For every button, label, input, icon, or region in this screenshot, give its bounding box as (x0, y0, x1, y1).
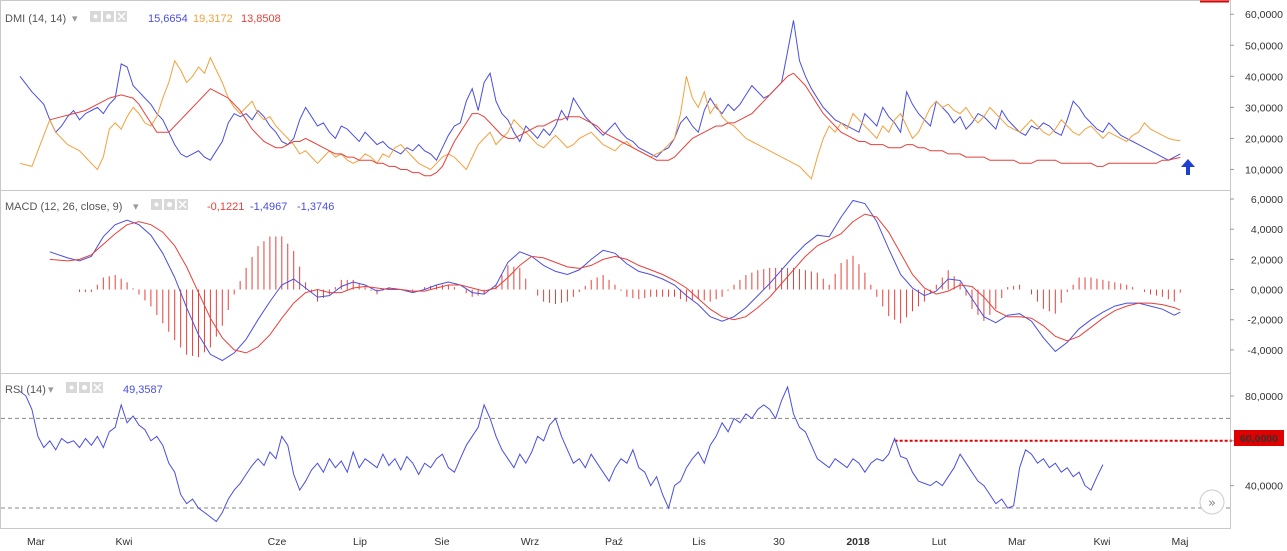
macd-legend[interactable]: MACD (12, 26, close, 9) ▾ -0,1221 -1,496… (5, 199, 334, 213)
di-plus-line (19, 20, 794, 162)
rsi-panel (0, 373, 1231, 529)
x-tick-label: 2018 (846, 536, 870, 548)
rsi-title: RSI (14) (5, 384, 46, 396)
x-tick-label: Paź (605, 536, 623, 548)
resistance-price-tag (1234, 430, 1284, 446)
y-tick-label: -4,0000 (1247, 345, 1283, 357)
macd-hist-value: -0,1221 (207, 201, 244, 213)
close-icon-cross (178, 200, 187, 209)
dmi-dropdown-icon[interactable]: ▾ (72, 13, 78, 25)
close-icon-cross (93, 383, 102, 392)
x-tick-label: Wrz (521, 536, 539, 548)
y-tick-label: 30,0000 (1245, 102, 1283, 114)
y-tick-label: 50,0000 (1245, 40, 1283, 52)
dmi-panel (0, 0, 1231, 191)
y-tick-label: 10,0000 (1245, 164, 1283, 176)
signal-line (49, 213, 1181, 354)
x-tick-label: Kwi (1094, 536, 1111, 548)
x-tick-label: Maj (1172, 536, 1189, 548)
double-chevron-right-icon: » (1208, 496, 1216, 511)
gear-icon-center (106, 14, 111, 19)
rsi-legend[interactable]: RSI (14) ▾ 49,3587 (5, 382, 163, 396)
x-tick-label: Sie (434, 536, 449, 548)
rsi-dropdown-icon[interactable]: ▾ (48, 384, 54, 396)
x-tick-label: Lip (353, 536, 367, 548)
dmi-title: DMI (14, 14) (5, 13, 66, 25)
adx-line (49, 72, 794, 177)
rsi-plot (1, 385, 1232, 523)
macd-line (49, 199, 1181, 362)
y-tick-label: 20,0000 (1245, 133, 1283, 145)
x-tick-label: Mar (27, 536, 46, 548)
gear-icon-center (167, 202, 172, 207)
dmi-legend[interactable]: DMI (14, 14) ▾ 15,6654 19,3172 13,8508 (5, 11, 281, 25)
y-tick-label: -2,0000 (1247, 315, 1283, 327)
di-minus-line (793, 100, 1181, 180)
di-plus-line (793, 20, 1181, 161)
y-tick-label: 6,0000 (1251, 194, 1283, 206)
gear-icon-center (82, 385, 87, 390)
up-arrow-icon (1181, 159, 1195, 175)
dmi-value-minus: 19,3172 (193, 13, 233, 25)
y-tick-label: 60,0000 (1245, 9, 1283, 21)
rsi-value: 49,3587 (123, 384, 163, 396)
y-tick-label: 4,0000 (1251, 224, 1283, 236)
x-tick-label: 30 (773, 536, 785, 548)
eye-icon-pupil (93, 14, 98, 19)
dmi-plot (19, 20, 1181, 180)
eye-icon-pupil (69, 385, 74, 390)
close-icon-cross (117, 12, 126, 21)
y-tick-label: 40,0000 (1245, 71, 1283, 83)
x-tick-label: Cze (268, 536, 287, 548)
adx-line (793, 72, 1181, 167)
x-tick-label: Kwi (116, 536, 133, 548)
macd-dropdown-icon[interactable]: ▾ (133, 201, 139, 213)
dmi-value-plus: 15,6654 (148, 13, 188, 25)
macd-title: MACD (12, 26, close, 9) (5, 201, 122, 213)
eye-icon-pupil (154, 202, 159, 207)
scroll-to-realtime-button[interactable] (1199, 489, 1225, 515)
macd-panel (0, 190, 1231, 374)
dmi-value-adx: 13,8508 (241, 13, 281, 25)
macd-line-value: -1,4967 (250, 201, 287, 213)
y-tick-label: 40,0000 (1245, 481, 1283, 493)
x-tick-label: Lis (692, 536, 705, 548)
x-axis-labels: Mar Kwi Cze Lip Sie Wrz Paź Lis 30 2018 Lut Mar Kwi M… (27, 536, 1189, 548)
x-tick-label: Mar (1008, 536, 1027, 548)
y-tick-label: 80,0000 (1245, 391, 1283, 403)
y-axis-labels: 60,0000 50,0000 40,0000 30,0000 20,0000 10,00… (1230, 9, 1283, 493)
y-tick-label: 2,0000 (1251, 254, 1283, 266)
rsi-line (19, 385, 1104, 523)
resistance-price-label: 60,0000 (1240, 433, 1278, 445)
macd-signal-value: -1,3746 (297, 201, 334, 213)
x-tick-label: Lut (932, 536, 947, 548)
y-tick-label: 0,0000 (1251, 285, 1283, 297)
macd-plot (49, 199, 1181, 362)
di-minus-line (19, 56, 794, 171)
